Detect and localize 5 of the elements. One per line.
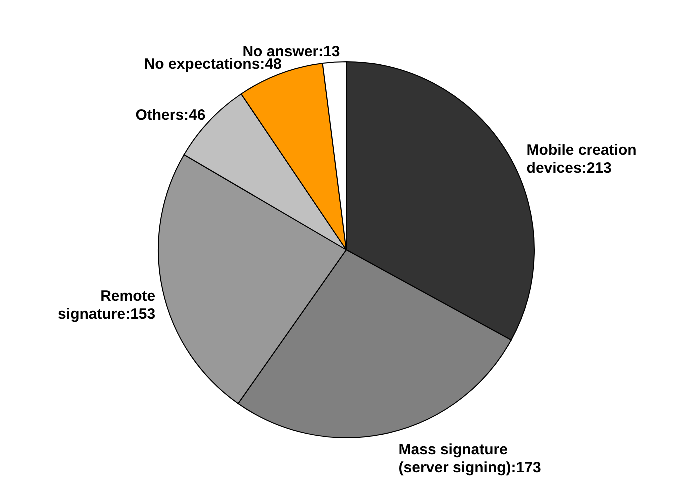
slice-label: Mobile creation devices:213	[526, 142, 637, 178]
slice-label: Mass signature (server signing):173	[398, 442, 542, 477]
slice-label: Remote signature:153	[58, 288, 156, 323]
slice-label: No expectations:48	[144, 56, 282, 73]
slice-label: Others:46	[136, 106, 206, 124]
